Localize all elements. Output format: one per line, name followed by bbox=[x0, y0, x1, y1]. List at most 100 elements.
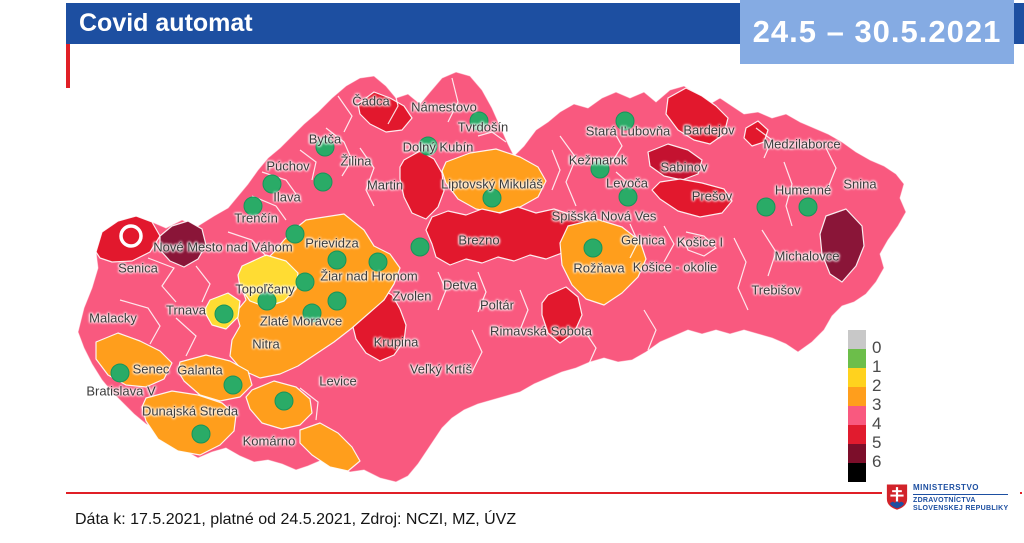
district-region-bardejov[interactable] bbox=[665, 87, 729, 145]
legend-number: 6 bbox=[872, 452, 882, 471]
district-label: Martin bbox=[366, 177, 404, 193]
district-status-dot bbox=[410, 237, 430, 257]
district-region-dunajska-streda[interactable] bbox=[141, 390, 237, 456]
district-label: Levice bbox=[319, 373, 357, 389]
district-label: Námestovo bbox=[411, 99, 477, 115]
district-label: Tvrdošín bbox=[457, 119, 509, 135]
district-status-dot bbox=[214, 304, 234, 324]
data-source-text: Dáta k: 17.5.2021, platné od 24.5.2021, … bbox=[75, 511, 517, 528]
district-label: Nové Mesto nad Váhom bbox=[153, 239, 293, 255]
district-label: Humenné bbox=[774, 182, 832, 198]
district-label: Stará Ľubovňa bbox=[585, 123, 671, 139]
district-border-line bbox=[643, 309, 657, 351]
district-border-line bbox=[261, 171, 297, 195]
district-border-line bbox=[437, 271, 447, 311]
district-status-dot bbox=[368, 252, 388, 272]
date-range-text: 24.5 – 30.5.2021 bbox=[752, 14, 1002, 49]
district-label: Trnava bbox=[166, 302, 206, 318]
district-label: Bratislava V bbox=[86, 383, 156, 399]
legend-swatch-4 bbox=[848, 406, 866, 425]
district-border-line bbox=[325, 127, 353, 177]
legend-swatch-2 bbox=[848, 368, 866, 387]
legend-swatch-7 bbox=[848, 463, 866, 482]
district-status-dot bbox=[469, 111, 489, 131]
district-label: Rimavská Sobota bbox=[490, 323, 592, 339]
date-range-box: 24.5 – 30.5.2021 bbox=[740, 0, 1014, 64]
district-region-myjava[interactable] bbox=[159, 220, 207, 268]
district-border-line bbox=[471, 329, 483, 373]
district-border-line bbox=[683, 231, 717, 257]
district-label: Žiar nad Hronom bbox=[320, 268, 418, 284]
district-region-presov[interactable] bbox=[651, 178, 733, 218]
district-label: Prešov bbox=[691, 188, 733, 204]
district-status-dot bbox=[285, 224, 305, 244]
legend-number: 4 bbox=[872, 414, 882, 433]
district-border-line bbox=[175, 317, 197, 357]
legend-swatch-5 bbox=[848, 425, 866, 444]
district-border-line bbox=[251, 195, 287, 221]
district-region-topolcany[interactable] bbox=[237, 254, 299, 308]
legend-number: 3 bbox=[872, 395, 882, 414]
district-label: Krupina bbox=[373, 334, 419, 350]
district-border-line bbox=[559, 135, 577, 207]
district-label: Liptovský Mikuláš bbox=[441, 176, 543, 192]
district-border-line bbox=[477, 131, 507, 143]
page-title: Covid automat bbox=[79, 9, 253, 37]
district-border-line bbox=[733, 237, 749, 311]
district-region-roznava[interactable] bbox=[559, 218, 647, 306]
district-status-dot bbox=[798, 197, 818, 217]
district-label: Spišská Nová Ves bbox=[551, 208, 657, 224]
legend-number: 0 bbox=[872, 338, 882, 357]
district-status-dot bbox=[223, 375, 243, 395]
district-status-dot bbox=[618, 187, 638, 207]
district-region-stropkov[interactable] bbox=[743, 120, 769, 147]
district-border-line bbox=[825, 147, 837, 189]
district-label: Sabinov bbox=[660, 159, 708, 175]
district-status-dot bbox=[418, 136, 438, 156]
district-region-sturovo-wedge[interactable] bbox=[299, 422, 361, 472]
district-status-dot bbox=[262, 174, 282, 194]
district-region-liptovsky-mikulas[interactable] bbox=[441, 148, 547, 214]
ministry-name: MINISTERSTVO ZDRAVOTNÍCTVA SLOVENSKEJ RE… bbox=[913, 483, 1009, 512]
district-region-kysucke-nove-mesto[interactable] bbox=[357, 91, 413, 133]
district-border-line bbox=[755, 127, 773, 159]
district-border-line bbox=[299, 149, 317, 181]
district-status-dot bbox=[295, 272, 315, 292]
district-region-revuca[interactable] bbox=[541, 286, 583, 344]
district-label: Púchov bbox=[266, 158, 310, 174]
district-region-sabinov[interactable] bbox=[647, 143, 703, 181]
district-label: Čadca bbox=[352, 93, 390, 109]
legend-swatch-0 bbox=[848, 330, 866, 349]
district-border-line bbox=[761, 229, 777, 277]
district-region-ruzomberok[interactable] bbox=[399, 150, 445, 220]
district-label: Žilina bbox=[340, 153, 372, 169]
legend-number: 5 bbox=[872, 433, 882, 452]
footer-divider-line bbox=[66, 492, 1022, 494]
district-label: Michalovce bbox=[774, 248, 840, 264]
district-label: Košice - okolie bbox=[632, 259, 718, 275]
district-label: Bardejov bbox=[683, 122, 735, 138]
district-label: Senec bbox=[132, 361, 170, 377]
district-status-dot bbox=[482, 188, 502, 208]
district-label: Malacky bbox=[89, 310, 137, 326]
district-border-line bbox=[299, 387, 319, 421]
district-label: Senica bbox=[118, 260, 158, 276]
district-label: Komárno bbox=[242, 433, 296, 449]
legend-number: 2 bbox=[872, 376, 882, 395]
district-border-line bbox=[477, 271, 487, 313]
district-label: Levoča bbox=[606, 175, 648, 191]
district-border-line bbox=[447, 77, 459, 123]
district-label: Prievidza bbox=[305, 235, 359, 251]
district-region-sobrance[interactable] bbox=[819, 208, 865, 283]
district-status-dot bbox=[327, 291, 347, 311]
district-status-dot bbox=[274, 391, 294, 411]
district-status-dot bbox=[590, 159, 610, 179]
district-border-line bbox=[147, 257, 177, 303]
district-label: Bytča bbox=[308, 131, 342, 147]
district-label: Košice I bbox=[676, 234, 724, 250]
district-status-dot bbox=[110, 363, 130, 383]
district-status-dot bbox=[191, 424, 211, 444]
district-label: Rožňava bbox=[573, 260, 625, 276]
